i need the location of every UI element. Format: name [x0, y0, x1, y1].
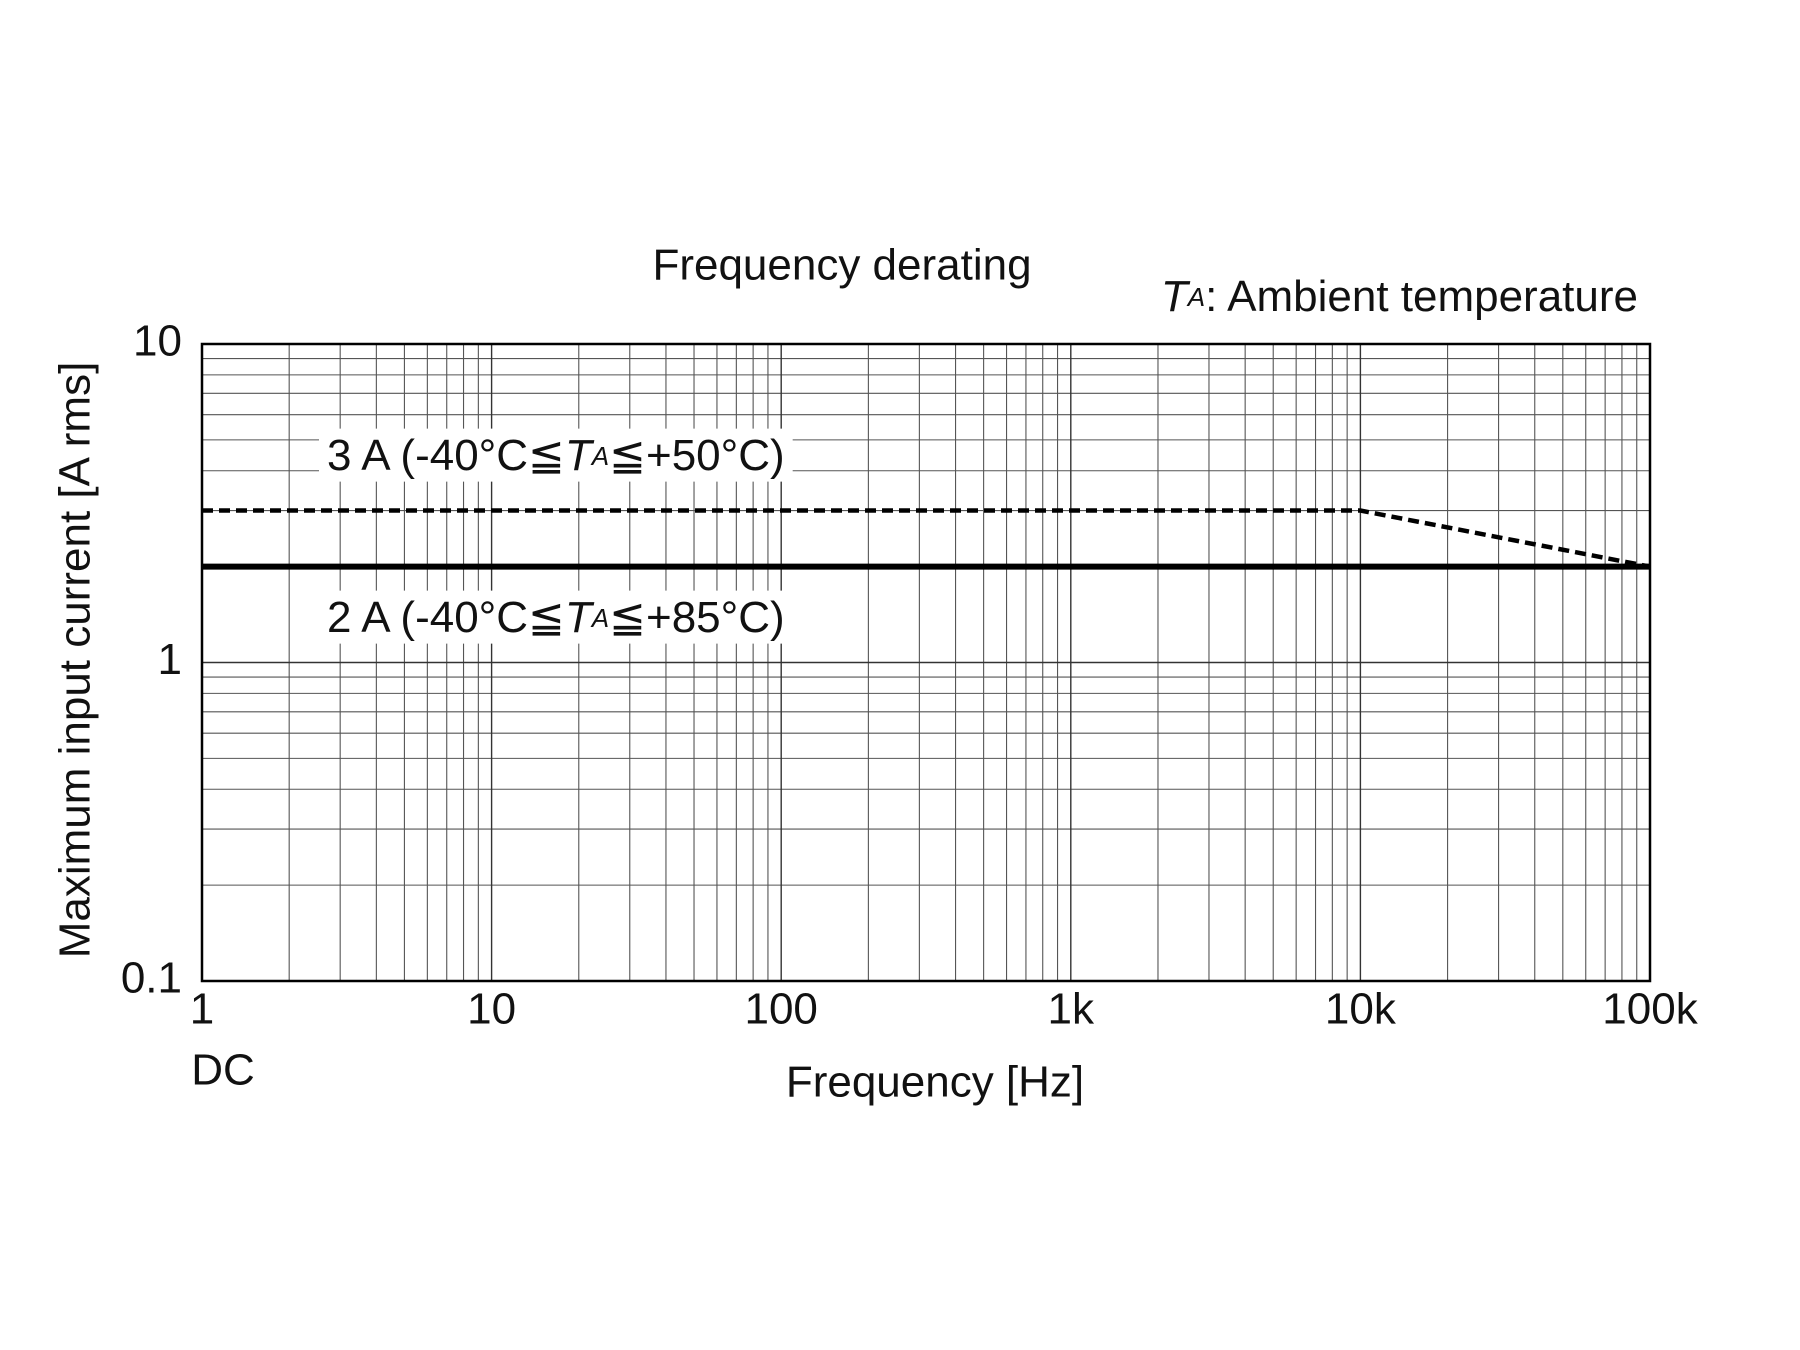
annotation-part: : Ambient temperature	[1205, 272, 1638, 321]
annotation-part: ≦+85°C)	[609, 593, 785, 642]
annotation-part: T	[565, 431, 595, 480]
annotation-part: T	[1161, 272, 1191, 321]
x-tick-label: 1k	[1048, 985, 1095, 1034]
x-tick-label: 100k	[1602, 985, 1698, 1034]
annotation: 2 A (-40°C≦TA≦+85°C)	[319, 590, 793, 644]
annotation-part: A	[1186, 282, 1205, 312]
chart-title: Frequency derating	[652, 241, 1031, 290]
annotation: 3 A (-40°C≦TA≦+50°C)	[319, 428, 793, 482]
annotation-text: TA: Ambient temperature	[1161, 272, 1638, 321]
y-tick-label: 0.1	[121, 954, 182, 1003]
annotation-part: ≦+50°C)	[609, 431, 785, 480]
series-line	[202, 508, 1651, 569]
x-tick-label: 10	[467, 985, 516, 1034]
annotation-part: 2 A (-40°C≦	[327, 593, 565, 642]
annotation-part: A	[590, 441, 609, 471]
annotation-text: 2 A (-40°C≦TA≦+85°C)	[327, 593, 785, 642]
annotation: TA: Ambient temperature	[1161, 272, 1638, 321]
x-tick-label: 10k	[1325, 985, 1397, 1034]
x-tick-label: 1	[190, 985, 214, 1034]
annotation-part: 3 A (-40°C≦	[327, 431, 565, 480]
plot-frame	[200, 342, 1652, 983]
annotation-background	[319, 590, 793, 644]
annotation-part: T	[565, 593, 595, 642]
annotation-part: A	[590, 603, 609, 633]
y-tick-label: 1	[158, 635, 182, 684]
annotation-text: 3 A (-40°C≦TA≦+50°C)	[327, 431, 785, 480]
x-sub-label: DC	[191, 1046, 255, 1095]
y-tick-label: 10	[133, 317, 182, 366]
annotation-background	[319, 428, 793, 482]
x-axis-label: Frequency [Hz]	[786, 1058, 1084, 1107]
y-axis-label: Maximum input current [A rms]	[51, 362, 100, 959]
x-tick-label: 100	[744, 985, 817, 1034]
